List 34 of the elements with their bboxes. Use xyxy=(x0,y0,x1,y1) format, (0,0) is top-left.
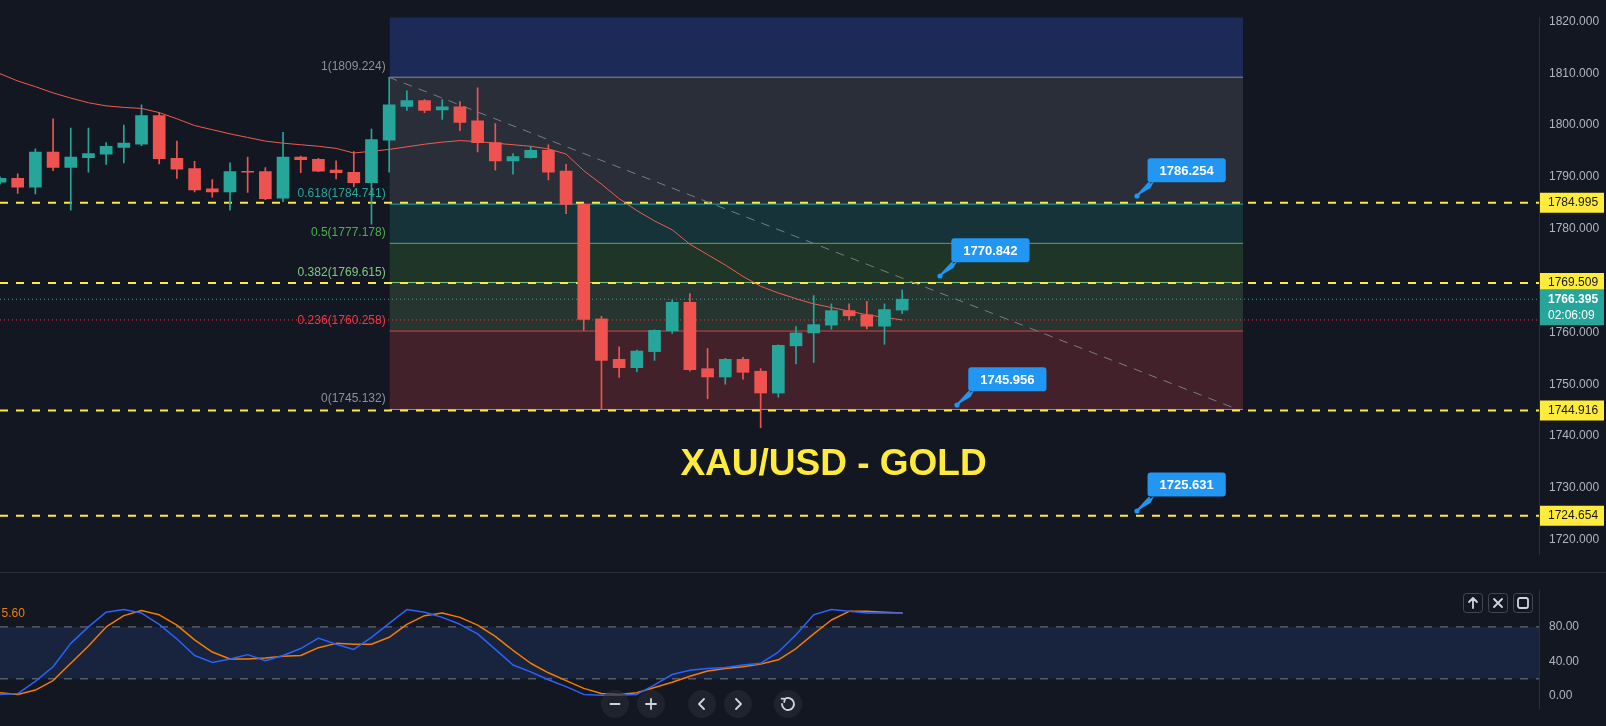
y-tick-label: 1720.000 xyxy=(1549,532,1600,547)
candlestick xyxy=(205,179,219,198)
annotation: 1770.842 xyxy=(963,242,1018,258)
annotation: 1786.254 xyxy=(1159,162,1215,178)
candlestick xyxy=(64,127,78,211)
ref-line-label: 1744.916 xyxy=(1548,402,1599,417)
y-tick-label: 0.00 xyxy=(1549,688,1573,703)
y-tick-label: 1740.000 xyxy=(1549,428,1600,443)
annotation: 1745.956 xyxy=(980,371,1035,387)
ref-line-label: 1769.509 xyxy=(1548,275,1599,290)
y-tick-label: 1810.000 xyxy=(1549,65,1600,80)
y-tick-label: 1750.000 xyxy=(1549,376,1600,391)
ref-line-label: 1724.654 xyxy=(1548,507,1599,522)
candlestick xyxy=(506,153,520,175)
annotation: 1725.631 xyxy=(1159,477,1214,493)
y-tick-label: 1800.000 xyxy=(1549,117,1600,132)
ref-line-label: 0.236(1760.258) xyxy=(297,313,386,328)
ref-line-label: 1784.995 xyxy=(1548,195,1599,210)
ref-line-label: 0.382(1769.615) xyxy=(297,264,386,279)
y-tick-label: 1820.000 xyxy=(1549,13,1600,28)
ref-line-label: 1(1809.224) xyxy=(320,59,386,74)
text: XAU/USD - GOLD xyxy=(680,442,987,484)
y-tick-label: 1760.000 xyxy=(1549,324,1600,339)
y-tick-label: 40.00 xyxy=(1549,653,1580,668)
ref-line-label: 0(1745.132) xyxy=(320,391,386,406)
y-tick-label: 80.00 xyxy=(1549,619,1580,634)
y-tick-label: 1780.000 xyxy=(1549,221,1600,236)
candlestick xyxy=(294,155,308,174)
y-tick-label: 1730.000 xyxy=(1549,480,1600,495)
ref-line-label: 0.5(1777.178) xyxy=(310,225,386,240)
y-tick-label: 1790.000 xyxy=(1549,169,1600,184)
annotation: 5.60 xyxy=(1,605,26,620)
ref-line-label: 1766.395 02:06:09 xyxy=(1548,291,1599,322)
candlestick xyxy=(117,124,131,164)
